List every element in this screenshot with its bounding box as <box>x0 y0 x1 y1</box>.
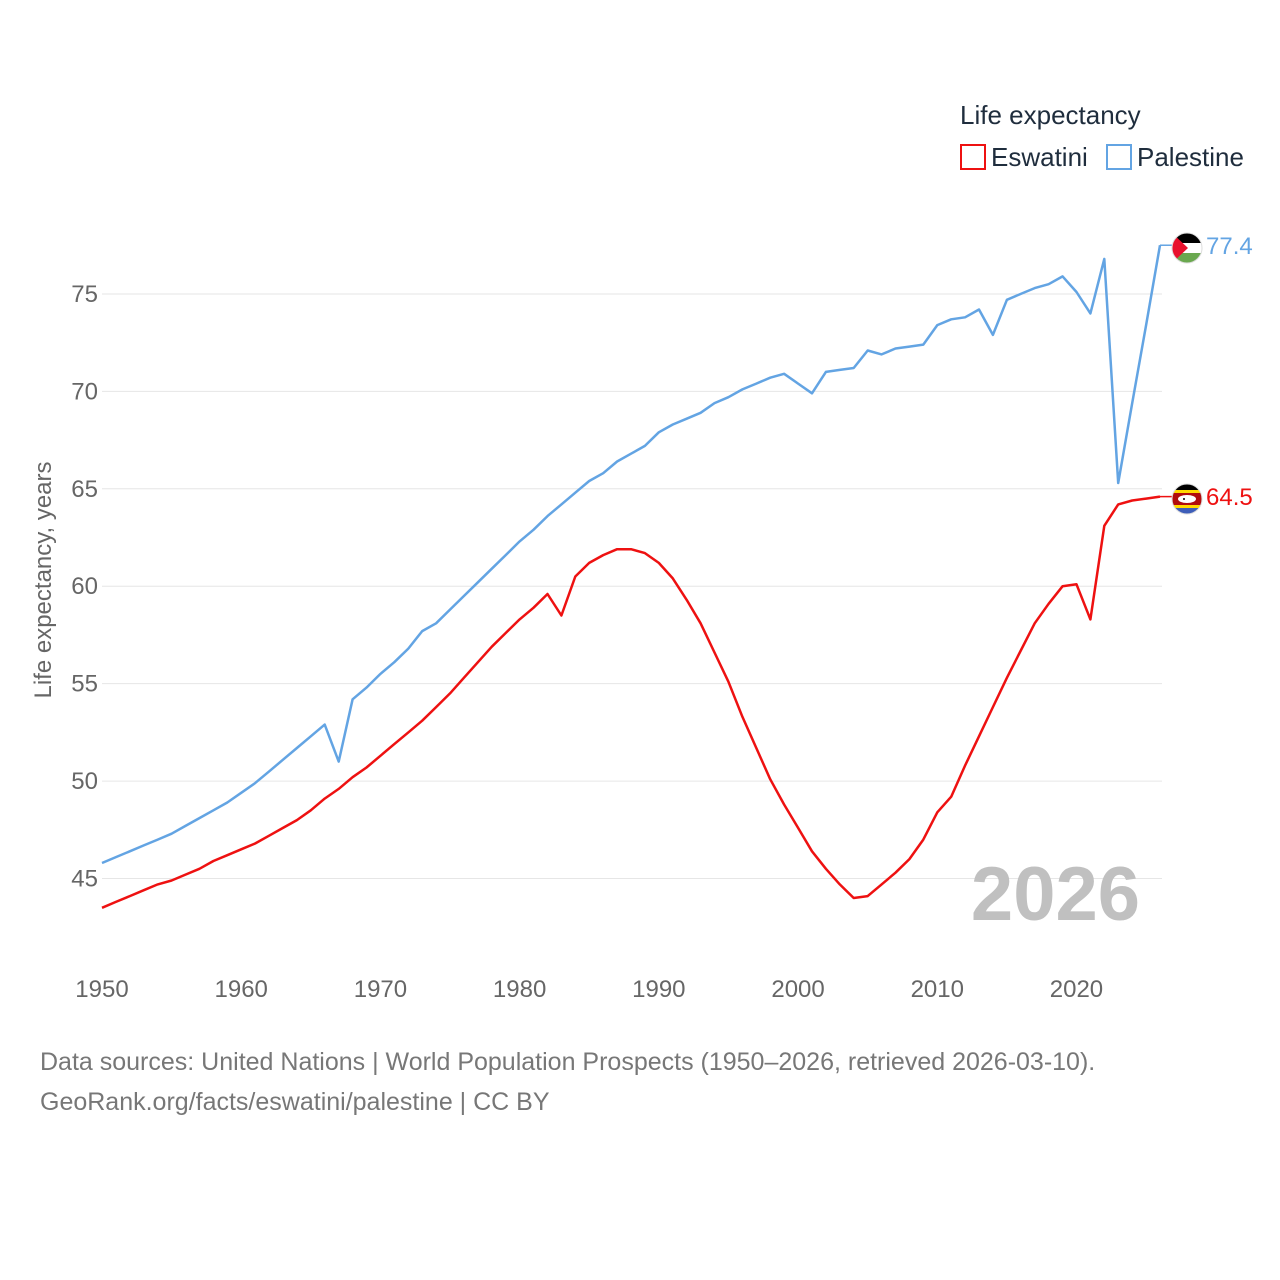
source-link[interactable]: GeoRank.org/facts/eswatini/palestine | C… <box>40 1088 550 1116</box>
legend-swatch-eswatini <box>960 144 986 170</box>
legend: Life expectancy Eswatini Palestine <box>960 100 1244 172</box>
x-tick-label-1950: 1950 <box>75 976 128 1003</box>
y-tick-label-55: 55 <box>71 671 98 698</box>
end-label-eswatini: 64.5 <box>1206 484 1253 511</box>
legend-item-eswatini[interactable]: Eswatini <box>960 142 1088 172</box>
y-tick-label-50: 50 <box>71 768 98 795</box>
x-tick-label-1990: 1990 <box>632 976 685 1003</box>
x-tick-label-1960: 1960 <box>215 976 268 1003</box>
series-line-eswatini <box>101 495 1161 909</box>
legend-item-palestine[interactable]: Palestine <box>1106 142 1244 172</box>
legend-swatch-palestine <box>1106 144 1132 170</box>
x-tick-label-1980: 1980 <box>493 976 546 1003</box>
year-watermark: 2026 <box>971 852 1140 937</box>
y-axis-title: Life expectancy, years <box>30 461 57 698</box>
legend-title: Life expectancy <box>960 100 1141 130</box>
y-tick-label-45: 45 <box>71 866 98 893</box>
y-tick-label-75: 75 <box>71 281 98 308</box>
x-tick-label-1970: 1970 <box>354 976 407 1003</box>
y-tick-label-60: 60 <box>71 573 98 600</box>
x-tick-label-2000: 2000 <box>771 976 824 1003</box>
palestine-flag-icon <box>1171 232 1203 264</box>
data-sources-text: Data sources: United Nations | World Pop… <box>40 1048 1096 1076</box>
series-line-palestine <box>101 244 1162 865</box>
y-tick-label-65: 65 <box>71 476 98 503</box>
x-tick-label-2010: 2010 <box>911 976 964 1003</box>
x-tick-label-2020: 2020 <box>1050 976 1103 1003</box>
footer: Data sources: United Nations | World Pop… <box>40 1042 1095 1122</box>
legend-label-eswatini: Eswatini <box>991 142 1088 172</box>
x-axis-ticks: 1950 1960 1970 1980 1990 2000 2010 2020 <box>75 976 1103 1003</box>
series-lines <box>101 244 1172 909</box>
eswatini-flag-icon <box>1171 483 1203 515</box>
legend-label-palestine: Palestine <box>1137 142 1244 172</box>
end-label-palestine: 77.4 <box>1206 233 1253 260</box>
life-expectancy-chart: 45 50 55 60 65 70 75 1950 1960 1970 1980 1990 2000 2… <box>30 100 1253 1003</box>
gridlines <box>102 293 1162 880</box>
y-axis-ticks: 45 50 55 60 65 70 75 <box>71 281 98 893</box>
y-tick-label-70: 70 <box>71 378 98 405</box>
